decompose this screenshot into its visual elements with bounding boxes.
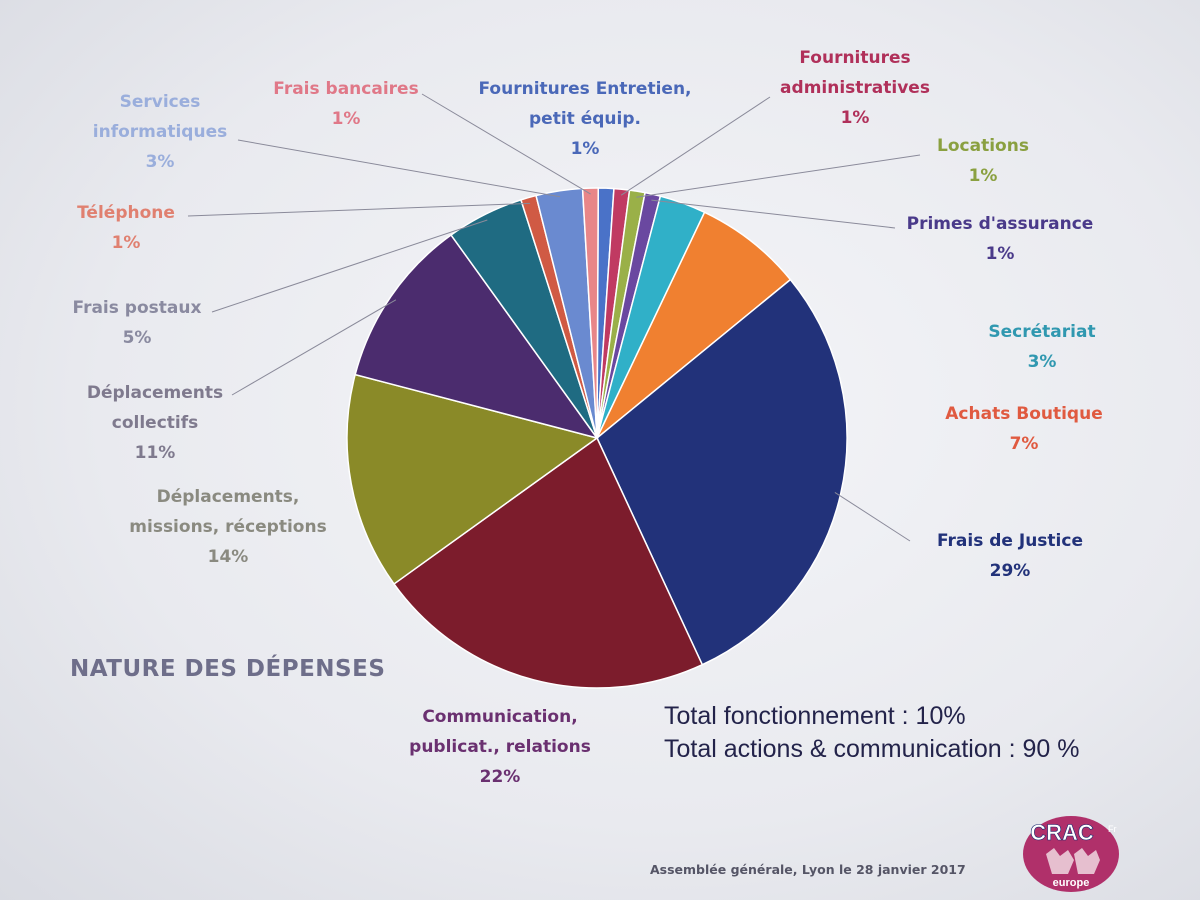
- leader-line-10: [636, 154, 921, 198]
- slice-label-9: Fournitures administratives 1%: [780, 48, 930, 128]
- totals-block: Total fonctionnement : 10% Total actions…: [664, 700, 1079, 766]
- pie-slice-13: [596, 211, 792, 439]
- leader-line-4: [211, 219, 488, 313]
- logo-badge: [1023, 816, 1119, 892]
- slice-label-0: Frais de Justice 29%: [937, 531, 1083, 581]
- slice-label-4: Frais postaux 5%: [73, 298, 202, 348]
- pie-slice-2: [346, 373, 599, 585]
- chart-heading: NATURE DES DÉPENSES: [70, 656, 386, 682]
- slice-label-2: Déplacements, missions, réceptions 14%: [129, 487, 326, 567]
- pie-slice-0: [596, 278, 848, 666]
- slice-label-12: Secrétariat 3%: [988, 322, 1095, 372]
- footer-caption: Assemblée générale, Lyon le 28 janvier 2…: [650, 862, 966, 877]
- slice-label-8: Fournitures Entretien, petit équip. 1%: [479, 79, 692, 159]
- slice-label-13: Achats Boutique 7%: [945, 404, 1102, 454]
- logo-subtext: europe: [1053, 877, 1090, 889]
- slice-label-6: Services informatiques 3%: [93, 92, 227, 172]
- logo-superscript: Fr: [1108, 824, 1117, 834]
- logo-text: CRAC: [1030, 820, 1094, 845]
- leader-line-11: [651, 199, 896, 229]
- leader-line-6: [237, 139, 561, 198]
- pie-slice-3: [354, 233, 599, 440]
- total-actions: Total actions & communication : 90 %: [664, 735, 1080, 763]
- leader-line-3: [231, 299, 397, 396]
- leader-line-0: [834, 491, 911, 542]
- leader-line-9: [620, 96, 771, 196]
- total-fonctionnement: Total fonctionnement : 10%: [664, 702, 966, 730]
- slice-label-7: Frais bancaires 1%: [273, 79, 418, 129]
- pie-slice-1: [392, 436, 704, 689]
- slice-label-10: Locations 1%: [937, 136, 1029, 186]
- slice-label-5: Téléphone 1%: [77, 203, 175, 253]
- raised-fists-icon-2: [1074, 848, 1100, 874]
- slice-label-1: Communication, publicat., relations 22%: [409, 707, 591, 787]
- leader-line-5: [187, 202, 531, 217]
- crac-europe-logo: CRAC Fr europe: [1023, 816, 1119, 892]
- pie-slice-7: [581, 187, 600, 439]
- slice-label-3: Déplacements collectifs 11%: [87, 383, 223, 463]
- leader-line-7: [421, 93, 591, 195]
- raised-fists-icon: [1046, 848, 1074, 874]
- slice-label-11: Primes d'assurance 1%: [907, 214, 1094, 264]
